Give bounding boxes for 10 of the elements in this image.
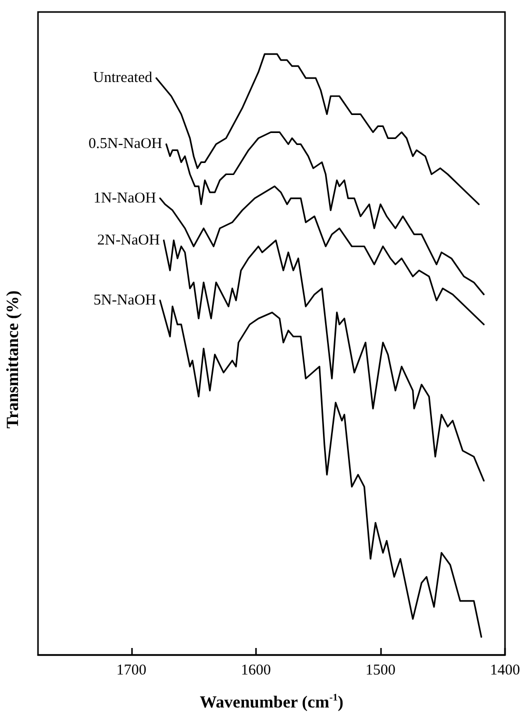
series-label: 0.5N-NaOH	[88, 136, 162, 152]
x-tick-label: 1700	[116, 662, 146, 678]
series-label: 2N-NaOH	[97, 232, 160, 248]
x-tick-label: 1600	[240, 662, 271, 678]
x-tick-label: 1500	[365, 662, 396, 678]
series-label: 5N-NaOH	[94, 292, 156, 308]
x-tick-label: 1400	[490, 662, 520, 678]
series-label: Untreated	[93, 70, 153, 86]
series-label: 1N-NaOH	[94, 190, 156, 206]
y-axis-title: Transmittance (%)	[3, 290, 22, 429]
